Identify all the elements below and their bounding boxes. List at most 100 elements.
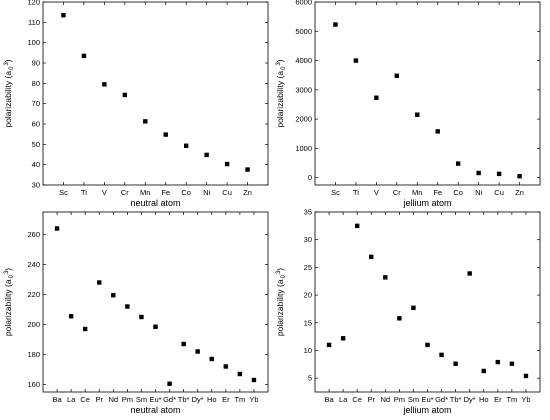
y-axis-title-close: )	[275, 268, 285, 271]
data-point	[435, 129, 440, 134]
data-point	[439, 352, 444, 358]
data-point	[340, 336, 346, 341]
x-tick-label: Tb*	[450, 395, 462, 404]
data-point	[122, 92, 128, 98]
y-tick-label: 120	[27, 0, 40, 7]
data-point	[481, 368, 486, 374]
data-point	[209, 356, 214, 362]
x-tick-label: Co	[181, 188, 191, 197]
data-point	[326, 342, 332, 348]
data-point	[139, 314, 144, 320]
data-point	[353, 58, 359, 63]
x-tick-label: Dy*	[464, 395, 476, 404]
x-tick-label: Tm	[506, 395, 517, 404]
panel-top-right: 0 1000 2000 3000 4000 5000 6000 Sc Ti V Cr Mn Fe Co Ni…	[275, 0, 541, 208]
y-tick-label: 10	[304, 346, 312, 355]
data-point	[455, 161, 461, 166]
y-axis-title-text: polarizability (a	[275, 279, 285, 336]
data-point	[143, 119, 148, 124]
x-tick-label: Fe	[433, 188, 442, 197]
data-point	[224, 161, 230, 167]
x-tick-label: Gd*	[163, 395, 176, 404]
data-point	[467, 271, 472, 276]
x-tick-label: Zn	[243, 188, 252, 197]
x-tick-label: Tb*	[178, 395, 190, 404]
x-axis-title: neutral atom	[130, 198, 180, 208]
data-point	[354, 223, 360, 229]
data-point	[68, 314, 74, 319]
data-point	[54, 226, 60, 231]
y-axis-title-sub: 0	[9, 274, 15, 278]
y-axis-title: polarizability (a03)	[275, 268, 287, 336]
data-point	[125, 304, 130, 309]
data-point	[102, 82, 107, 87]
y-tick-label: 25	[304, 263, 312, 272]
x-tick-label: Pr	[96, 395, 104, 404]
panel-bottom-right: 5 10 15 20 25 30 35 Ba La Ce Pr Nd Pm Sm Eu* Gd* Tb* Dy* H…	[275, 208, 541, 415]
y-axis-title: polarizability (a03)	[3, 268, 15, 336]
y-tick-label: 0	[308, 173, 312, 182]
x-tick-label: La	[67, 395, 76, 404]
y-tick-label: 20	[304, 291, 312, 300]
data-point	[397, 316, 402, 321]
x-tick-label: Cu	[222, 188, 232, 197]
data-point	[415, 112, 420, 117]
x-tick-label: Er	[222, 395, 230, 404]
y-axis-title-sup: 3	[4, 270, 10, 274]
data-point	[81, 53, 87, 59]
y-tick-label: 260	[27, 230, 40, 239]
x-tick-label: Ce	[80, 395, 90, 404]
x-tick-label: Mn	[140, 188, 150, 197]
x-tick-label: V	[374, 188, 379, 197]
y-tick-label: 60	[32, 120, 40, 129]
data-point	[163, 132, 168, 137]
x-tick-label: Pm	[394, 395, 405, 404]
data-point	[153, 324, 158, 329]
y-axis-title-text: polarizability (a	[3, 71, 13, 128]
y-tick-label: 240	[27, 260, 40, 269]
data-point	[82, 326, 88, 332]
y-tick-label: 40	[32, 160, 40, 169]
x-tick-label: La	[339, 395, 348, 404]
y-tick-label: 180	[27, 350, 40, 359]
y-tick-label: 220	[27, 290, 40, 299]
plot-frame	[42, 1, 269, 186]
y-axis-title: polarizability (a03)	[275, 59, 287, 127]
plot-frame	[314, 1, 541, 186]
y-axis-title-text: polarizability (a	[3, 279, 13, 336]
y-tick-label: 80	[32, 79, 40, 88]
y-axis-title-text: polarizability (a	[275, 71, 285, 128]
x-tick-label: Ni	[475, 188, 482, 197]
x-tick-label: Ti	[353, 188, 359, 197]
y-tick-label: 2000	[295, 115, 312, 124]
x-tick-label: Zn	[515, 188, 524, 197]
y-axis-title-close: )	[3, 59, 13, 62]
y-tick-label: 6000	[295, 0, 312, 7]
data-point	[61, 13, 66, 18]
data-point	[509, 361, 515, 366]
y-tick-label: 15	[304, 318, 312, 327]
x-tick-label: Pm	[122, 395, 133, 404]
y-tick-label: 1000	[295, 144, 312, 153]
data-point	[181, 341, 186, 347]
y-axis-title-sub: 0	[281, 274, 287, 278]
x-tick-label: Nd	[109, 395, 119, 404]
data-point	[97, 280, 102, 285]
x-tick-label: Dy*	[192, 395, 204, 404]
x-tick-label: Ce	[352, 395, 362, 404]
data-point	[517, 174, 522, 179]
data-point	[425, 342, 430, 348]
plot-frame	[42, 211, 269, 393]
y-axis-title-sup: 3	[4, 62, 10, 66]
data-point	[111, 293, 116, 298]
panel-top-left: 30 40 50 60 70 80 90 100 110 120 Sc Ti V Cr Mn Fe Co Ni Cu…	[3, 0, 269, 208]
x-tick-label: Yb	[521, 395, 530, 404]
data-point	[495, 359, 501, 365]
data-point	[453, 361, 458, 366]
x-tick-label: Co	[453, 188, 463, 197]
y-axis-title-close: )	[3, 268, 13, 271]
x-tick-label: Sm	[136, 395, 147, 404]
x-tick-label: Fe	[161, 188, 170, 197]
x-tick-label: Nd	[381, 395, 391, 404]
